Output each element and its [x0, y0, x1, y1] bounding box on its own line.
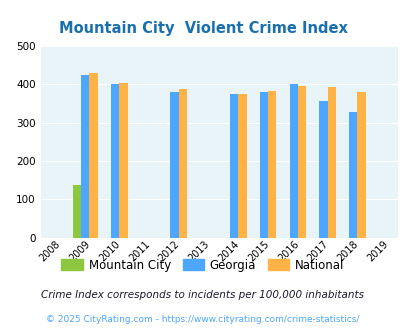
- Bar: [327, 87, 335, 238]
- Bar: [89, 73, 98, 238]
- Bar: [297, 85, 305, 238]
- Text: Crime Index corresponds to incidents per 100,000 inhabitants: Crime Index corresponds to incidents per…: [41, 290, 364, 300]
- Bar: [267, 91, 276, 238]
- Bar: [170, 92, 178, 238]
- Bar: [259, 92, 267, 238]
- Bar: [289, 84, 297, 238]
- Bar: [318, 101, 327, 238]
- Text: Mountain City  Violent Crime Index: Mountain City Violent Crime Index: [58, 21, 347, 36]
- Bar: [178, 89, 187, 238]
- Bar: [356, 92, 365, 238]
- Bar: [238, 94, 246, 238]
- Bar: [81, 75, 89, 238]
- Bar: [72, 185, 81, 238]
- Legend: Mountain City, Georgia, National: Mountain City, Georgia, National: [58, 255, 347, 275]
- Bar: [119, 83, 127, 238]
- Bar: [229, 94, 238, 238]
- Text: © 2025 CityRating.com - https://www.cityrating.com/crime-statistics/: © 2025 CityRating.com - https://www.city…: [46, 315, 359, 324]
- Bar: [111, 84, 119, 238]
- Bar: [348, 113, 356, 238]
